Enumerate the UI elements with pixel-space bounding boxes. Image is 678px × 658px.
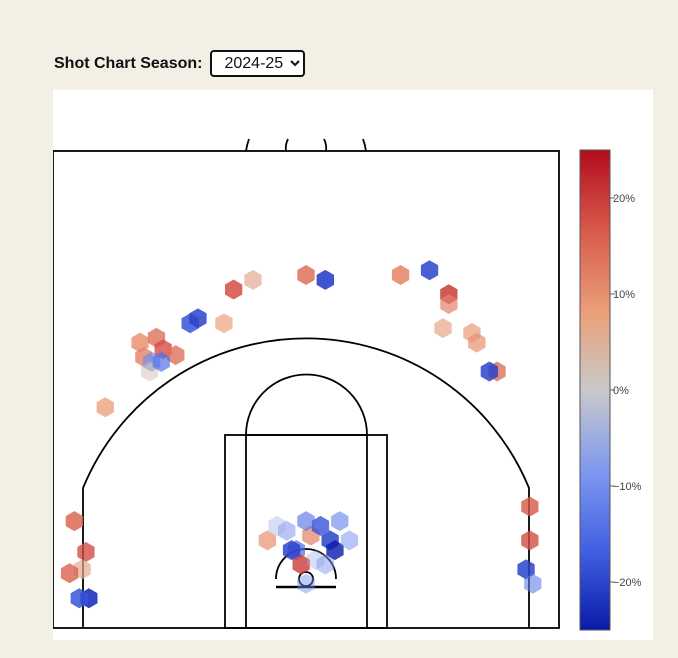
hexbin-mark: [434, 318, 452, 339]
hexbin-mark: [297, 511, 315, 532]
hexbin-mark: [60, 563, 79, 584]
shot-chart-svg: 20% 10% 0% −10% −20%: [53, 138, 642, 631]
colorbar-tick-label: −10%: [613, 481, 642, 493]
half-court-circle-inner: [284, 138, 328, 152]
hexbin-mark: [524, 573, 542, 594]
hexbin-mark: [292, 554, 310, 575]
hexbin-mark: [96, 397, 114, 418]
hexbin-mark: [316, 554, 334, 575]
hexbin-mark: [244, 269, 262, 290]
basketball-court: [53, 138, 560, 629]
shot-hexbins: [60, 260, 542, 609]
hexbin-mark: [521, 496, 539, 517]
hexbin-mark: [70, 588, 88, 609]
hexbin-mark: [521, 530, 539, 551]
hexbin-mark: [268, 515, 286, 536]
season-label: Shot Chart Season:: [54, 54, 203, 72]
hexbin-mark: [77, 542, 95, 562]
hexbin-mark: [278, 520, 296, 541]
half-court-circle-outer: [245, 138, 367, 152]
hexbin-mark: [297, 573, 315, 594]
hexbin-mark: [152, 351, 170, 372]
season-controls: Shot Chart Season: 2024-25: [54, 50, 306, 77]
paint-inner: [245, 434, 368, 629]
hexbin-mark: [282, 540, 301, 561]
hexbin-mark: [167, 345, 185, 366]
hexbin-mark: [331, 511, 349, 532]
colorbar: 20% 10% 0% −10% −20%: [579, 149, 642, 631]
colorbar-gradient: [579, 149, 611, 631]
hexbin-mark: [316, 269, 334, 290]
colorbar-tick-label: 20%: [613, 193, 635, 205]
hexbin-mark: [189, 308, 207, 329]
colorbar-tick-label: −20%: [613, 577, 642, 589]
colorbar-tick-label: 10%: [613, 289, 635, 301]
hexbin-mark: [215, 313, 233, 334]
hexbin-mark: [297, 265, 315, 285]
colorbar-tick-label: 0%: [613, 385, 629, 397]
hexbin-mark: [391, 265, 410, 285]
hexbin-mark: [311, 515, 330, 536]
hoop: [298, 571, 314, 587]
hexbin-mark: [225, 279, 243, 300]
hexbin-mark: [65, 511, 84, 532]
hexbin-mark: [340, 530, 359, 551]
three-point-line: [82, 337, 530, 628]
free-throw-arc: [245, 373, 368, 436]
court-boundary: [53, 150, 560, 629]
hexbin-mark: [326, 540, 344, 561]
season-select[interactable]: 2024-25: [210, 50, 306, 77]
shot-chart-panel: 20% 10% 0% −10% −20%: [53, 90, 653, 640]
hexbin-mark: [258, 530, 277, 551]
hexbin-mark: [440, 294, 458, 314]
hexbin-mark: [468, 332, 486, 353]
hexbin-mark: [420, 260, 439, 281]
hexbin-mark: [517, 559, 535, 580]
hexbin-mark: [480, 361, 498, 382]
